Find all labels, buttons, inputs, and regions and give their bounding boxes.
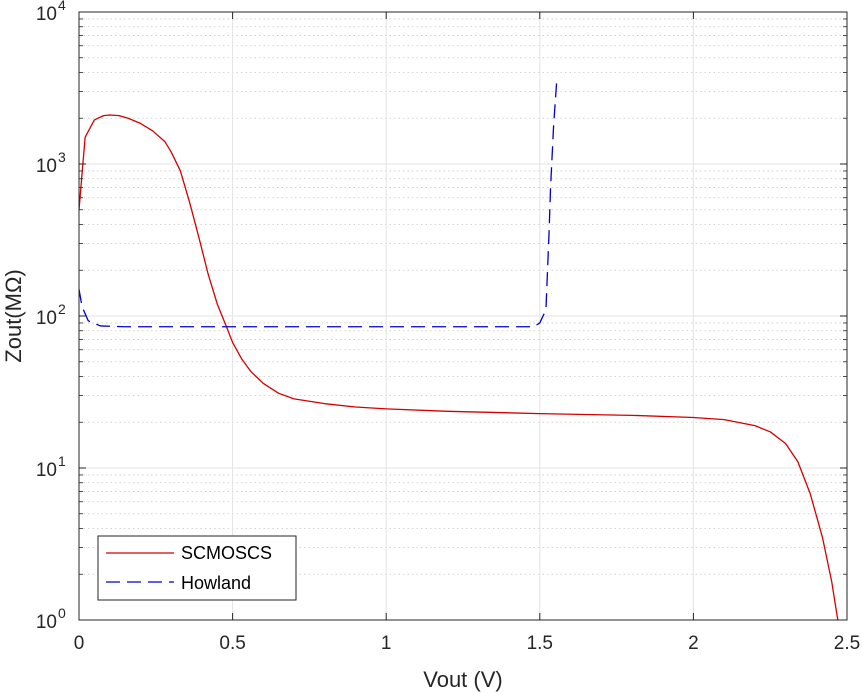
legend: SCMOSCS Howland xyxy=(97,535,297,601)
legend-box xyxy=(97,535,297,601)
y-tick-label: 10 1 xyxy=(36,453,66,481)
y-tick-label-base: 10 xyxy=(36,612,57,633)
y-tick-label-exponent: 3 xyxy=(58,149,66,165)
series-line-scmoscs xyxy=(79,114,839,620)
x-tick-label: 1.5 xyxy=(527,633,553,654)
legend-label-scmoscs: SCMOSCS xyxy=(181,543,272,563)
legend-label-howland: Howland xyxy=(181,573,251,593)
x-axis-label: Vout (V) xyxy=(423,667,502,692)
x-tick-labels: 0 0.5 1 1.5 2 2.5 xyxy=(74,633,861,654)
x-tick-label: 1 xyxy=(381,633,392,654)
minor-grid xyxy=(79,18,847,575)
axis-ticks xyxy=(78,11,848,621)
y-tick-label-exponent: 1 xyxy=(58,453,66,469)
series-layer xyxy=(79,81,839,620)
y-tick-label: 10 3 xyxy=(36,149,66,177)
y-tick-label: 10 4 xyxy=(36,0,66,25)
y-tick-label-exponent: 2 xyxy=(58,301,66,317)
y-tick-label-base: 10 xyxy=(36,460,57,481)
series-line-howland xyxy=(79,81,558,328)
x-tick-label: 0 xyxy=(74,633,85,654)
y-tick-label-exponent: 4 xyxy=(58,0,66,13)
y-tick-label-base: 10 xyxy=(36,308,57,329)
y-tick-label: 10 2 xyxy=(36,301,66,329)
y-tick-label-base: 10 xyxy=(36,156,57,177)
x-tick-label: 2 xyxy=(688,633,699,654)
y-axis-label: Zout(MΩ) xyxy=(1,269,26,362)
y-tick-label: 10 0 xyxy=(36,605,66,633)
y-tick-label-exponent: 0 xyxy=(58,605,66,621)
y-tick-label-base: 10 xyxy=(36,4,57,25)
x-tick-label: 0.5 xyxy=(219,633,245,654)
x-tick-label: 2.5 xyxy=(834,633,860,654)
